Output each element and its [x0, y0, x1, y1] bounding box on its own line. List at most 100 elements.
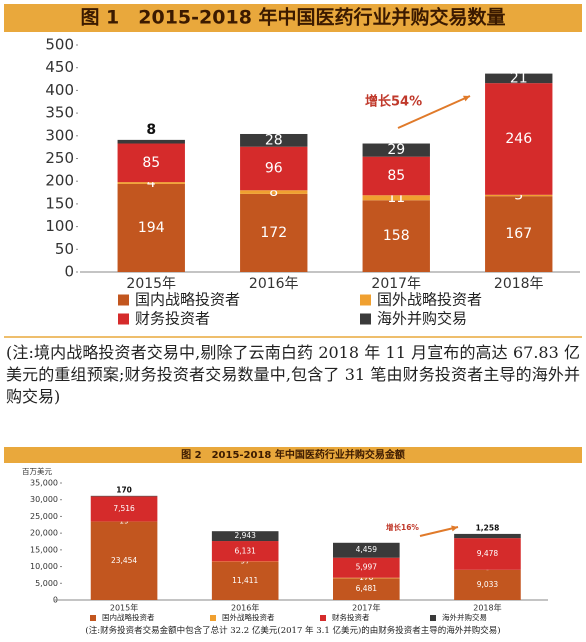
value-label: 96 [265, 160, 283, 176]
bar-segment [333, 542, 400, 558]
legend-label: 海外并购交易 [442, 612, 487, 622]
value-label: 2,943 [234, 531, 256, 540]
bar-segment [117, 139, 185, 144]
legend-label: 海外并购交易 [377, 310, 467, 328]
annotation-arrow [419, 526, 459, 537]
y-tick-label: 50 [55, 240, 74, 258]
bar-segment [454, 538, 521, 570]
arrow-head [463, 95, 470, 102]
legend-swatch [360, 294, 371, 306]
y-tick-label: 100 [45, 217, 74, 235]
legend-swatch [430, 615, 436, 621]
bar-segment [333, 578, 400, 600]
value-label: 3 [514, 188, 523, 204]
annotation: 增长16% [386, 522, 419, 532]
value-label: 7,516 [113, 504, 135, 513]
title-bar [4, 4, 582, 32]
legend-label: 财务投资者 [332, 612, 370, 622]
bar-segment [485, 83, 553, 195]
y-tick-label: 35,000 [30, 479, 58, 488]
y-tick-label: 500 [45, 36, 74, 54]
y-tick-label: 350 [45, 104, 74, 122]
legend-label: 国内战略投资者 [102, 612, 155, 622]
value-label: 8 [146, 122, 156, 138]
bar-segment [90, 496, 158, 522]
y-tick-label: 200 [45, 172, 74, 190]
value-label: 1,258 [476, 524, 500, 533]
y-tick-label: 250 [45, 149, 74, 167]
bar-segment [333, 557, 400, 578]
bar-segment [454, 569, 521, 600]
bar-segment [362, 156, 430, 196]
x-tick-label: 2015年 [126, 276, 176, 292]
chart-title: 图 2 2015-2018 年中国医药行业并购交易金额 [181, 448, 405, 461]
y-tick-label: 150 [45, 194, 74, 212]
y-tick-label: 25,000 [30, 512, 58, 521]
legend-swatch [90, 615, 96, 621]
value-label: 85 [142, 155, 160, 171]
y-tick-label: 20,000 [30, 529, 58, 538]
bar-segment [333, 577, 400, 579]
bar-segment [454, 533, 521, 539]
bar-segment [485, 194, 553, 197]
y-axis-label: 百万美元 [22, 466, 52, 476]
value-label: 158 [383, 228, 410, 244]
value-label: 4 [147, 175, 156, 191]
value-label: 167 [505, 226, 532, 242]
note: (注:境内战略投资者交易中,剔除了云南白药 2018 年 11 月宣布的高达 6… [6, 343, 580, 406]
legend-swatch [118, 294, 129, 306]
value-label: 5,997 [356, 563, 378, 572]
value-label: 9,478 [477, 549, 499, 558]
legend-label: 国内战略投资者 [135, 291, 240, 309]
x-tick-label: 2018年 [473, 603, 501, 613]
x-tick-label: 2016年 [249, 276, 299, 292]
bar-segment [485, 73, 553, 84]
legend-swatch [360, 313, 371, 325]
y-tick-label: 30,000 [30, 495, 58, 504]
bar-segment [117, 143, 185, 183]
value-label: 170 [116, 486, 132, 495]
value-label: 23,454 [111, 556, 137, 565]
value-label: 4,459 [356, 545, 378, 554]
value-label: 29 [387, 142, 405, 158]
bar-segment [117, 182, 185, 184]
x-tick-label: 2018年 [494, 276, 544, 292]
legend-label: 财务投资者 [135, 310, 210, 328]
value-label: 194 [138, 220, 165, 236]
y-tick-label: 400 [45, 81, 74, 99]
value-label: 6,481 [356, 584, 378, 593]
bar-segment [362, 143, 430, 157]
x-tick-label: 2017年 [352, 603, 380, 613]
annotation: 增长54% [365, 94, 422, 110]
value-label: 21 [510, 70, 528, 86]
value-label: 6,131 [234, 546, 256, 555]
x-tick-label: 2016年 [231, 603, 259, 613]
title-bar [4, 447, 582, 463]
legend-swatch [118, 313, 129, 325]
chart-title: 图 1 2015-2018 年中国医药行业并购交易数量 [80, 6, 505, 29]
y-tick-label: 450 [45, 58, 74, 76]
bar-segment [90, 521, 158, 600]
bar-segment [240, 133, 308, 147]
bar-segment [362, 195, 430, 201]
bar-segment [211, 531, 279, 542]
value-label: 11,411 [232, 576, 258, 585]
note: (注:财务投资者交易金额中包含了总计 32.2 亿美元(2017 年 3.1 亿… [85, 626, 501, 636]
bar-segment [240, 146, 308, 191]
x-tick-label: 2015年 [110, 603, 138, 613]
legend-label: 国外战略投资者 [222, 612, 275, 622]
arrow-head [451, 525, 458, 532]
legend-swatch [210, 615, 216, 621]
value-label: 172 [260, 225, 287, 241]
bar-segment [117, 183, 185, 272]
y-tick-label: 15,000 [30, 545, 58, 554]
bar-segment [211, 561, 279, 600]
x-tick-label: 2017年 [371, 276, 421, 292]
bar-segment [211, 541, 279, 562]
bar-segment [240, 190, 308, 194]
value-label: 85 [387, 168, 405, 184]
legend-swatch [320, 615, 326, 621]
bar-segment [485, 196, 553, 272]
value-label: 28 [265, 132, 283, 148]
